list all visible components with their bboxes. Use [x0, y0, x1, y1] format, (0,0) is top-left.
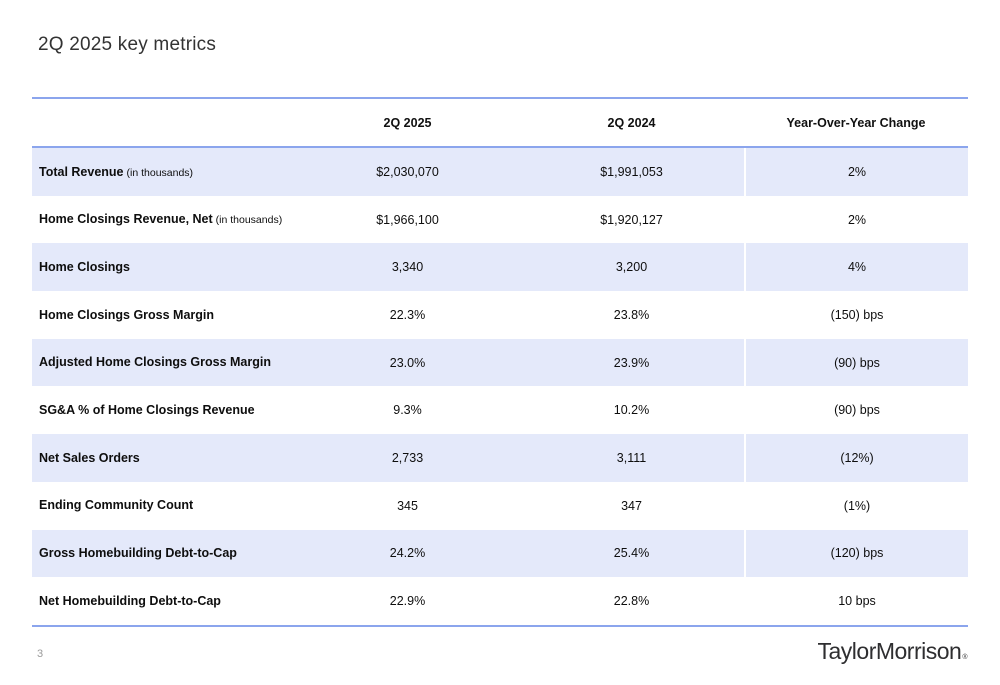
- row-label: Home Closings Revenue, Net (in thousands): [32, 212, 296, 226]
- table-row: Home Closings Gross Margin 22.3% 23.8% (…: [32, 291, 968, 339]
- row-label-note: (in thousands): [215, 214, 283, 227]
- row-label-text: Gross Homebuilding Debt-to-Cap: [39, 546, 237, 561]
- row-label-text: Ending Community Count: [39, 498, 194, 513]
- table-header-row: 2Q 2025 2Q 2024 Year-Over-Year Change: [32, 99, 968, 148]
- header-yoy-change: Year-Over-Year Change: [786, 115, 926, 130]
- value-2q-2025: 24.2%: [389, 546, 426, 561]
- value-2q-2025: $2,030,070: [376, 164, 439, 179]
- value-yoy: 4%: [744, 243, 968, 292]
- row-label: SG&A % of Home Closings Revenue: [32, 403, 296, 417]
- value-2q-2024: $1,991,053: [600, 164, 663, 179]
- table-row: Total Revenue (in thousands) $2,030,070 $…: [32, 148, 968, 196]
- value-2q-2025: 2,733: [391, 450, 424, 465]
- value-yoy: (12%): [744, 434, 968, 482]
- value-2q-2025: 345: [397, 498, 418, 513]
- registered-trademark-icon: ®: [962, 654, 967, 661]
- value-2q-2024: 22.8%: [613, 594, 650, 609]
- value-yoy: 10 bps: [744, 577, 968, 625]
- row-label: Net Homebuilding Debt-to-Cap: [32, 594, 296, 608]
- row-label-text: Home Closings Revenue, Net: [39, 212, 213, 227]
- value-2q-2024: 3,111: [616, 450, 647, 465]
- value-yoy: (150) bps: [744, 291, 968, 339]
- value-2q-2024: 347: [621, 498, 642, 513]
- row-label-note: (in thousands): [126, 166, 194, 179]
- value-2q-2024: 23.8%: [613, 307, 650, 322]
- table-row: Home Closings 3,340 3,200 4%: [32, 243, 968, 292]
- row-label: Home Closings Gross Margin: [32, 308, 296, 322]
- value-yoy: 2%: [744, 195, 968, 244]
- value-2q-2024: 3,200: [615, 260, 648, 275]
- value-2q-2024: $1,920,127: [600, 212, 663, 227]
- value-2q-2025: 3,340: [391, 260, 424, 275]
- value-2q-2024: 25.4%: [613, 546, 650, 561]
- row-label-text: Adjusted Home Closings Gross Margin: [39, 355, 271, 370]
- page-number: 3: [37, 648, 44, 660]
- row-label: Net Sales Orders: [32, 451, 296, 465]
- value-2q-2025: $1,966,100: [376, 212, 439, 227]
- row-label-text: Net Sales Orders: [39, 450, 140, 465]
- row-label: Adjusted Home Closings Gross Margin: [32, 355, 296, 369]
- header-2q-2024: 2Q 2024: [607, 115, 656, 130]
- row-label-text: Home Closings: [39, 260, 130, 275]
- table-row: Net Sales Orders 2,733 3,111 (12%): [32, 434, 968, 482]
- row-label: Ending Community Count: [32, 498, 296, 512]
- value-yoy: (90) bps: [744, 386, 968, 435]
- row-label: Gross Homebuilding Debt-to-Cap: [32, 546, 296, 560]
- value-2q-2025: 22.3%: [389, 307, 426, 322]
- table-row: Net Homebuilding Debt-to-Cap 22.9% 22.8%…: [32, 577, 968, 625]
- row-label: Home Closings: [32, 260, 296, 274]
- key-metrics-table: 2Q 2025 2Q 2024 Year-Over-Year Change To…: [32, 97, 968, 627]
- value-2q-2025: 23.0%: [389, 355, 426, 370]
- value-yoy: (120) bps: [744, 529, 968, 578]
- logo-text: TaylorMorrison: [817, 638, 962, 664]
- taylor-morrison-logo: TaylorMorrison®: [818, 638, 968, 665]
- value-2q-2025: 22.9%: [389, 594, 426, 609]
- value-yoy: (90) bps: [744, 338, 968, 387]
- table-row: Gross Homebuilding Debt-to-Cap 24.2% 25.…: [32, 529, 968, 578]
- row-label-text: SG&A % of Home Closings Revenue: [39, 403, 255, 418]
- row-label-text: Total Revenue: [39, 164, 124, 179]
- value-2q-2024: 23.9%: [613, 355, 650, 370]
- header-2q-2025: 2Q 2025: [383, 115, 432, 130]
- table-row: Ending Community Count 345 347 (1%): [32, 481, 968, 530]
- value-2q-2024: 10.2%: [613, 403, 650, 418]
- row-label: Total Revenue (in thousands): [32, 165, 296, 179]
- table-row: Home Closings Revenue, Net (in thousands)…: [32, 195, 968, 244]
- table-row: SG&A % of Home Closings Revenue 9.3% 10.…: [32, 386, 968, 435]
- value-yoy: (1%): [744, 481, 968, 530]
- value-yoy: 2%: [744, 148, 968, 196]
- page-title: 2Q 2025 key metrics: [38, 34, 217, 55]
- table-row: Adjusted Home Closings Gross Margin 23.0…: [32, 338, 968, 387]
- value-2q-2025: 9.3%: [393, 403, 422, 418]
- row-label-text: Net Homebuilding Debt-to-Cap: [39, 593, 221, 608]
- row-label-text: Home Closings Gross Margin: [39, 307, 215, 322]
